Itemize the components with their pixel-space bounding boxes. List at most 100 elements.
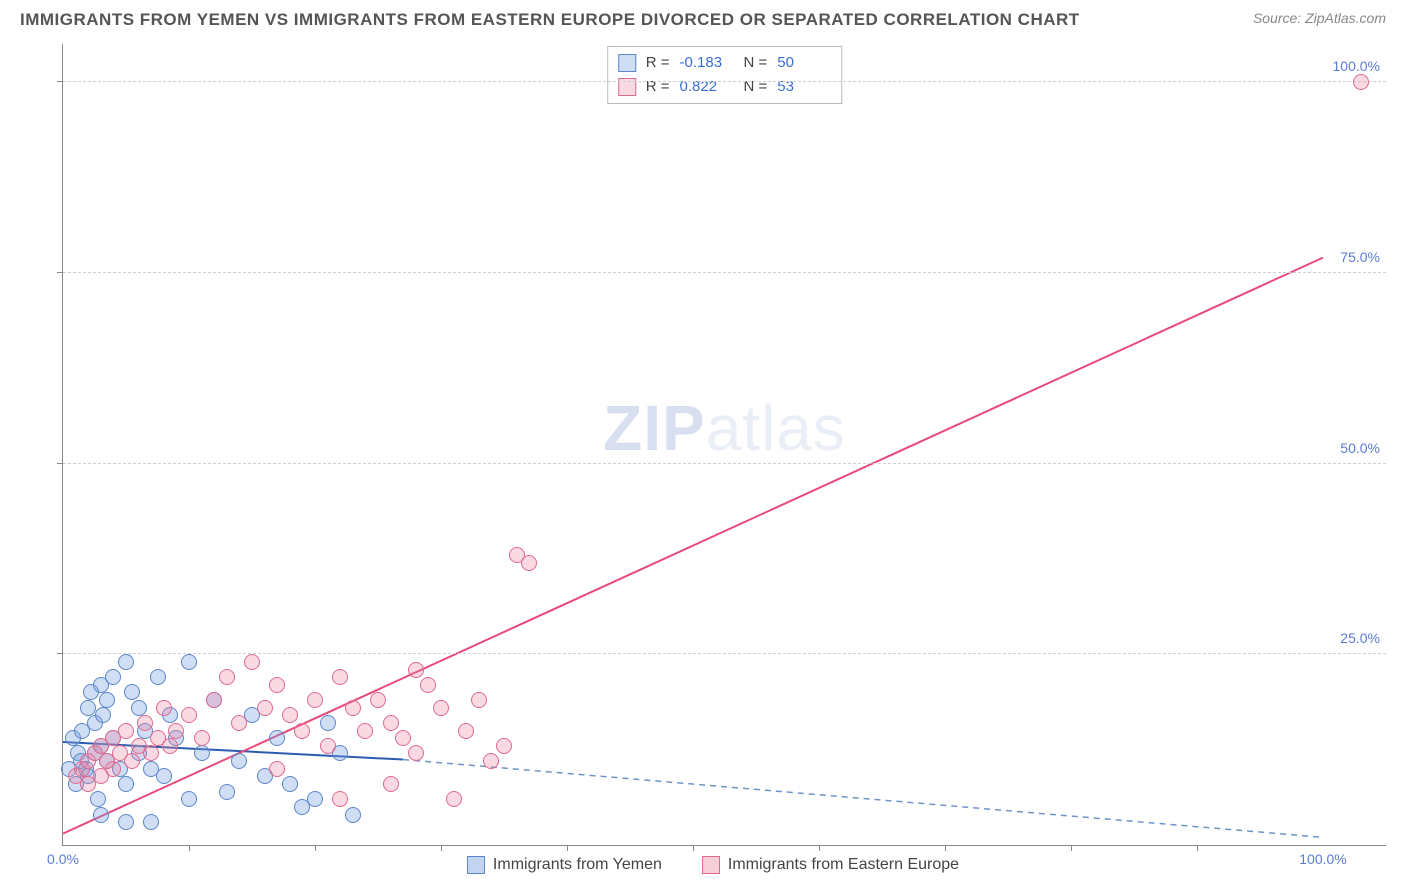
- y-tick-label: 75.0%: [1340, 249, 1380, 265]
- gridline: [63, 272, 1386, 273]
- x-tick-mark: [945, 845, 946, 851]
- data-point: [471, 692, 487, 708]
- data-point: [496, 738, 512, 754]
- data-point: [219, 784, 235, 800]
- data-point: [95, 707, 111, 723]
- data-point: [150, 669, 166, 685]
- data-point: [269, 677, 285, 693]
- data-point: [345, 700, 361, 716]
- data-point: [257, 700, 273, 716]
- data-point: [269, 761, 285, 777]
- gridline: [63, 653, 1386, 654]
- r-label: R =: [646, 75, 670, 99]
- data-point: [345, 807, 361, 823]
- data-point: [408, 662, 424, 678]
- data-point: [433, 700, 449, 716]
- x-tick-mark: [189, 845, 190, 851]
- data-point: [118, 723, 134, 739]
- x-tick-mark: [693, 845, 694, 851]
- data-point: [181, 707, 197, 723]
- data-point: [395, 730, 411, 746]
- data-point: [143, 745, 159, 761]
- x-tick-mark: [1071, 845, 1072, 851]
- data-point: [99, 692, 115, 708]
- x-tick-mark: [315, 845, 316, 851]
- data-point: [162, 738, 178, 754]
- data-point: [446, 791, 462, 807]
- r-value: 0.822: [680, 75, 734, 99]
- data-point: [244, 654, 260, 670]
- data-point: [90, 791, 106, 807]
- data-point: [332, 791, 348, 807]
- data-point: [282, 776, 298, 792]
- data-point: [80, 700, 96, 716]
- n-value: 50: [777, 51, 831, 75]
- y-tick-label: 25.0%: [1340, 630, 1380, 646]
- chart-title: IMMIGRANTS FROM YEMEN VS IMMIGRANTS FROM…: [20, 10, 1080, 30]
- data-point: [118, 776, 134, 792]
- data-point: [93, 807, 109, 823]
- data-point: [143, 814, 159, 830]
- source-label: Source: ZipAtlas.com: [1253, 10, 1386, 26]
- y-tick-label: 50.0%: [1340, 440, 1380, 456]
- data-point: [269, 730, 285, 746]
- data-point: [124, 753, 140, 769]
- data-point: [156, 768, 172, 784]
- data-point: [357, 723, 373, 739]
- legend-item: Immigrants from Yemen: [467, 856, 662, 874]
- gridline: [63, 81, 1386, 82]
- y-tick-mark: [57, 463, 63, 464]
- legend-label: Immigrants from Yemen: [493, 856, 662, 874]
- data-point: [181, 654, 197, 670]
- data-point: [118, 654, 134, 670]
- data-point: [370, 692, 386, 708]
- data-point: [124, 684, 140, 700]
- legend-swatch: [618, 54, 636, 72]
- data-point: [282, 707, 298, 723]
- data-point: [383, 715, 399, 731]
- data-point: [320, 738, 336, 754]
- plot-area: ZIPatlas R = -0.183 N = 50R = 0.822 N = 53 25.…: [62, 44, 1386, 846]
- stats-row: R = 0.822 N = 53: [618, 75, 832, 99]
- data-point: [137, 715, 153, 731]
- data-point: [105, 761, 121, 777]
- data-point: [219, 669, 235, 685]
- data-point: [118, 814, 134, 830]
- data-point: [181, 791, 197, 807]
- gridline: [63, 463, 1386, 464]
- data-point: [420, 677, 436, 693]
- data-point: [231, 715, 247, 731]
- r-value: -0.183: [680, 51, 734, 75]
- data-point: [231, 753, 247, 769]
- data-point: [521, 555, 537, 571]
- n-value: 53: [777, 75, 831, 99]
- x-tick-mark: [567, 845, 568, 851]
- chart-container: Divorced or Separated ZIPatlas R =-0.183…: [40, 44, 1386, 874]
- data-point: [332, 669, 348, 685]
- trend-lines: [63, 44, 1386, 845]
- y-tick-mark: [57, 81, 63, 82]
- data-point: [194, 730, 210, 746]
- legend-label: Immigrants from Eastern Europe: [728, 856, 959, 874]
- x-tick-mark: [441, 845, 442, 851]
- data-point: [307, 791, 323, 807]
- n-label: N =: [744, 51, 768, 75]
- data-point: [408, 745, 424, 761]
- x-tick-mark: [819, 845, 820, 851]
- legend-swatch: [467, 856, 485, 874]
- data-point: [1353, 74, 1369, 90]
- y-tick-mark: [57, 653, 63, 654]
- data-point: [168, 723, 184, 739]
- stats-legend: R = -0.183 N = 50R = 0.822 N = 53: [607, 46, 843, 104]
- data-point: [194, 745, 210, 761]
- x-tick-mark: [1197, 845, 1198, 851]
- n-label: N =: [744, 75, 768, 99]
- y-tick-mark: [57, 272, 63, 273]
- legend-item: Immigrants from Eastern Europe: [702, 856, 959, 874]
- watermark: ZIPatlas: [603, 391, 846, 465]
- series-legend: Immigrants from Yemen Immigrants from Eas…: [40, 856, 1386, 874]
- data-point: [105, 669, 121, 685]
- legend-swatch: [702, 856, 720, 874]
- data-point: [383, 776, 399, 792]
- data-point: [320, 715, 336, 731]
